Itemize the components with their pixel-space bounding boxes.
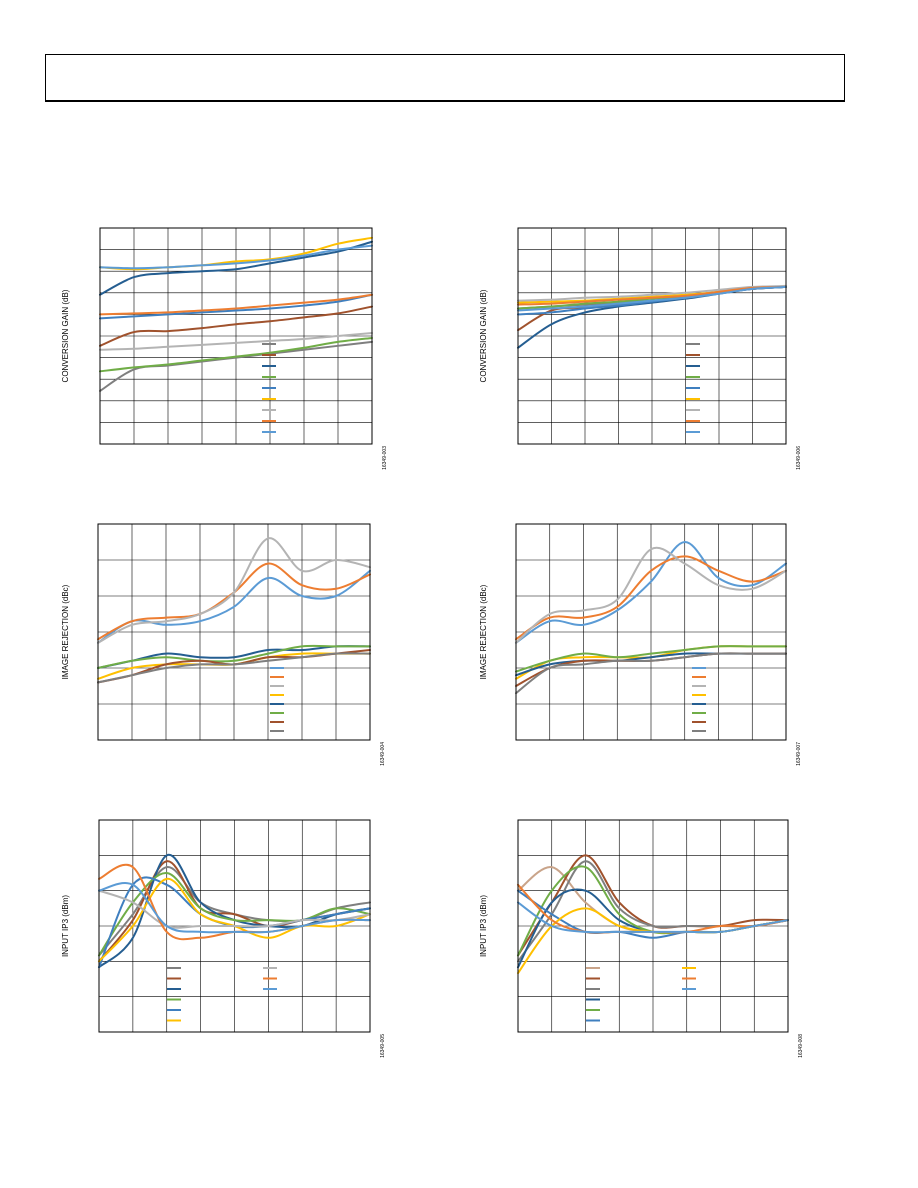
y-axis-label: CONVERSION GAIN (dB) <box>479 289 488 382</box>
series-line-9 <box>517 285 787 312</box>
plot-area <box>98 819 371 1033</box>
series-line-2 <box>99 305 373 347</box>
series-line-9 <box>98 882 371 934</box>
series-group <box>99 236 373 392</box>
y-axis-label: IMAGE REJECTION (dBc) <box>479 584 488 679</box>
legend <box>686 343 700 433</box>
plot-area <box>517 227 787 445</box>
series-group <box>517 854 789 975</box>
chart5-svg: INPUT IP3 (dBm) 16349-005 <box>61 819 386 1058</box>
grid <box>518 228 786 444</box>
series-line-1 <box>515 540 787 644</box>
chart3-svg: IMAGE REJECTION (dBc) 16349-004 <box>61 523 386 766</box>
y-axis-label: INPUT IP3 (dBm) <box>61 895 70 957</box>
chart2-svg: CONVERSION GAIN (dB) 16349-006 <box>479 227 802 470</box>
figure-id: 16349-005 <box>380 1034 386 1058</box>
chart4-svg: IMAGE REJECTION (dBc) 16349-007 <box>479 523 802 766</box>
series-line-1 <box>97 569 371 644</box>
series-group <box>98 854 371 969</box>
figure-id: 16349-006 <box>796 446 802 470</box>
chart1-svg: CONVERSION GAIN (dB) 16349-003 <box>61 227 388 470</box>
plot-area <box>99 227 373 445</box>
series-line-7 <box>517 284 787 302</box>
series-line-5 <box>99 293 373 320</box>
figure-id: 16349-007 <box>796 742 802 766</box>
legend <box>270 667 284 732</box>
y-axis-label: INPUT IP3 (dBm) <box>479 895 488 957</box>
series-line-3 <box>515 546 787 644</box>
series-line-3 <box>97 537 371 644</box>
y-axis-label: CONVERSION GAIN (dB) <box>61 289 70 382</box>
figure-id: 16349-004 <box>380 742 386 766</box>
series-line-6 <box>515 645 787 673</box>
grid <box>516 524 786 740</box>
figure-id: 16349-008 <box>798 1034 804 1058</box>
figure-id: 16349-003 <box>382 446 388 470</box>
series-line-8 <box>517 285 787 306</box>
series-line-6 <box>97 644 371 669</box>
series-line-4 <box>98 872 371 957</box>
series-line-7 <box>99 332 373 351</box>
chart6-svg: INPUT IP3 (dBm) 16349-008 <box>479 819 804 1058</box>
series-line-8 <box>97 652 371 684</box>
series-line-9 <box>517 901 789 934</box>
legend <box>692 667 706 732</box>
series-line-2 <box>515 555 787 641</box>
series-line-8 <box>99 293 373 316</box>
series-line-3 <box>99 240 373 296</box>
plot-area <box>517 819 789 1033</box>
series-line-7 <box>98 889 371 929</box>
series-group <box>515 540 787 695</box>
series-group <box>517 284 787 349</box>
legend <box>262 343 276 433</box>
series-line-8 <box>515 652 787 695</box>
header-box <box>45 54 845 102</box>
series-line-9 <box>99 244 373 270</box>
series-line-4 <box>99 336 373 373</box>
series-group <box>97 537 371 684</box>
plot-area <box>515 523 787 741</box>
legend <box>586 967 696 1022</box>
grid <box>98 524 370 740</box>
legend <box>167 967 277 1022</box>
plot-area <box>97 523 371 741</box>
y-axis-label: IMAGE REJECTION (dBc) <box>61 584 70 679</box>
